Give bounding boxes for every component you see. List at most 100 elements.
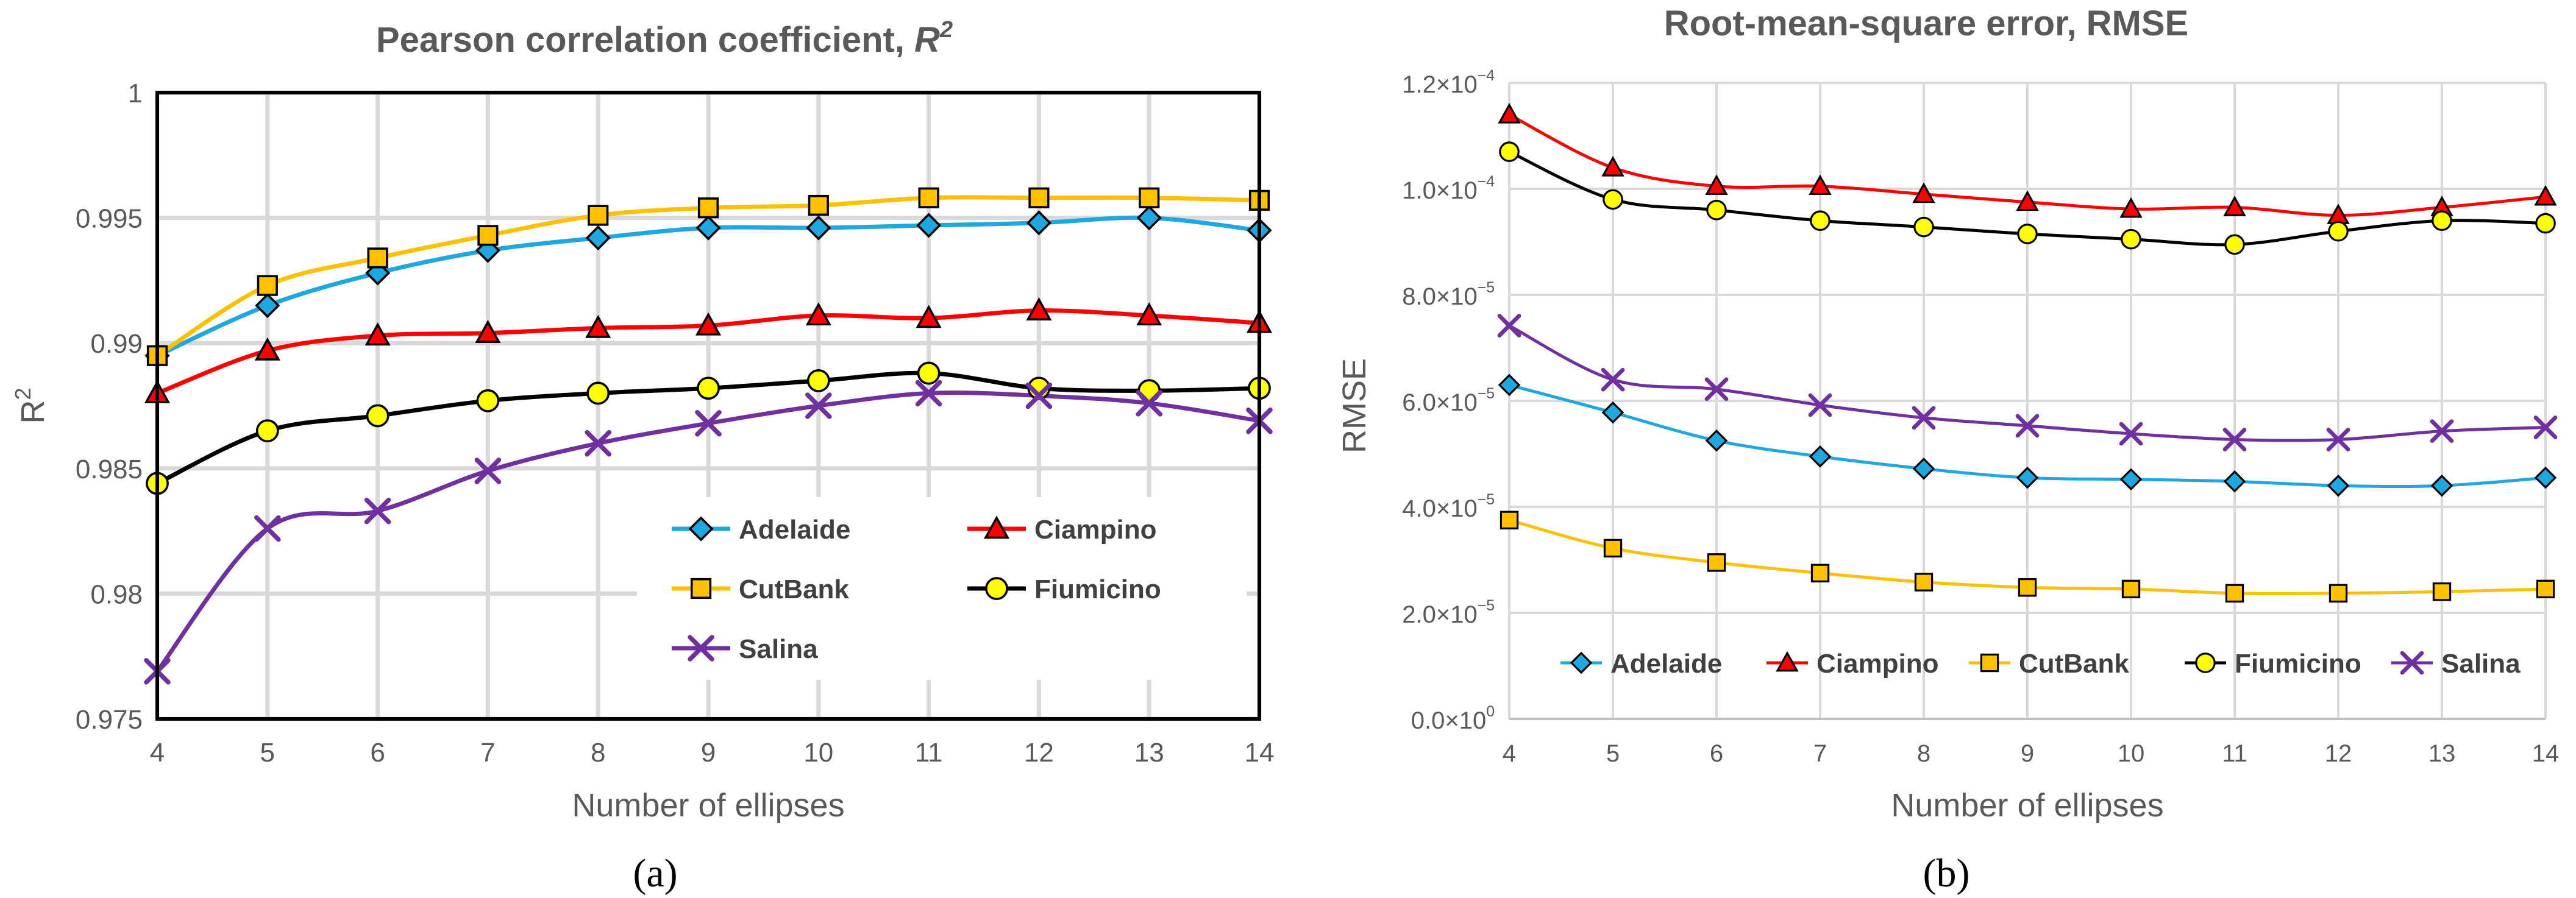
chart-b-point-fiumicino <box>1810 210 1831 231</box>
chart-a-legend: Adelaide Ciampino CutBank Fiumicino Salina <box>637 497 1247 680</box>
chart-a-point-cutbank <box>588 205 609 226</box>
chart-b-point-adelaide <box>2016 466 2039 489</box>
chart-b-point-fiumicino <box>1603 189 1623 210</box>
chart-a-legend-box <box>637 497 1247 680</box>
chart-a-point-adelaide <box>585 225 611 251</box>
chart-a-legend-marker-ciampino <box>983 515 1010 539</box>
chart-a-point-ciampino <box>475 320 501 343</box>
chart-b-point-adelaide <box>2119 468 2143 491</box>
chart-b-point-adelaide <box>2327 474 2350 497</box>
chart-b-y-ticks: 0.0×100 2.0×10−5 4.0×10−5 6.0×10−5 8.0×10−5 1… <box>1402 68 1495 734</box>
chart-a-panel-label: (a) <box>633 851 677 896</box>
chart-a-point-adelaide <box>1136 205 1162 231</box>
chart-a-point-fiumicino <box>255 419 279 443</box>
chart-b-legend-marker-adelaide <box>1570 651 1593 674</box>
chart-b-point-ciampino <box>1498 102 1521 124</box>
chart-a-point-adelaide <box>806 215 831 241</box>
chart-b-xtick-label: 4 <box>1503 740 1516 767</box>
chart-b-title: Root-mean-square error, RMSE <box>1664 4 2189 43</box>
chart-a-xlabel: Number of ellipses <box>572 787 844 824</box>
chart-a-y-ticks: 0.975 0.98 0.985 0.99 0.995 1 <box>76 79 143 735</box>
chart-b-ytick-label: 1.2×10−4 <box>1402 68 1495 98</box>
chart-b-point-fiumicino <box>2432 210 2452 231</box>
chart-b-point-ciampino <box>2534 185 2557 206</box>
chart-a-legend-marker-cutbank <box>690 578 712 599</box>
chart-b-xtick-label: 13 <box>2428 740 2456 767</box>
chart-b-point-adelaide <box>1809 445 1832 468</box>
chart-b-xtick-label: 10 <box>2118 740 2145 767</box>
chart-b-point-adelaide <box>1498 373 1521 397</box>
chart-a-series-line-salina <box>155 391 1260 673</box>
chart-b-point-fiumicino <box>1706 199 1727 221</box>
chart-a-point-salina <box>805 392 832 419</box>
chart-a: Pearson correlation coefficient, R2 0.97… <box>10 17 1274 896</box>
chart-b-point-cutbank <box>2121 579 2141 599</box>
chart-b-point-cutbank <box>1500 511 1519 529</box>
chart-b-legend-label-cutbank: CutBank <box>2019 649 2129 679</box>
chart-a-ytick-label: 1 <box>128 79 143 108</box>
chart-a-point-ciampino <box>916 305 942 328</box>
chart-b-point-cutbank <box>1914 573 1934 592</box>
chart-b-point-salina <box>1808 393 1832 417</box>
chart-a-point-fiumicino <box>806 369 830 392</box>
chart-b-point-salina <box>2533 415 2558 439</box>
chart-a-xtick-label: 4 <box>150 738 165 768</box>
chart-a-point-ciampino <box>1026 297 1052 320</box>
chart-b-ytick-label: 4.0×10−5 <box>1402 492 1495 522</box>
chart-b-panel-label: (b) <box>1923 851 1970 896</box>
chart-b-x-ticks: 4 5 6 7 8 9 10 11 12 13 14 <box>1503 740 2559 767</box>
chart-b-point-fiumicino <box>2017 224 2038 244</box>
chart-a-point-adelaide <box>696 215 721 241</box>
chart-b-ytick-label: 6.0×10−5 <box>1402 386 1495 416</box>
chart-b-point-adelaide <box>1912 458 1935 480</box>
chart-a-title: Pearson correlation coefficient, R2 <box>376 17 953 60</box>
chart-b-point-salina <box>2430 419 2454 443</box>
chart-b-legend-marker-fiumicino <box>2195 652 2216 673</box>
chart-a-legend-label-salina: Salina <box>739 634 818 664</box>
chart-a-point-salina <box>474 458 502 484</box>
chart-a-point-fiumicino <box>586 381 610 405</box>
chart-b-ytick-label: 0.0×100 <box>1411 704 1495 734</box>
chart-a-xtick-label: 10 <box>803 738 833 768</box>
chart-b-xtick-label: 14 <box>2532 740 2560 767</box>
chart-a-ytick-label: 0.99 <box>90 329 143 359</box>
chart-a-point-salina <box>585 430 611 457</box>
chart-b-xtick-label: 12 <box>2325 740 2352 767</box>
chart-b-point-salina <box>2119 422 2143 446</box>
chart-a-point-cutbank <box>367 247 388 269</box>
chart-a-ylabel: R2 <box>10 387 51 423</box>
chart-a-point-salina <box>1025 382 1053 409</box>
chart-b-xtick-label: 6 <box>1710 740 1723 767</box>
chart-a-point-ciampino <box>585 314 611 338</box>
chart-b-point-adelaide <box>2430 474 2453 497</box>
chart-a-xtick-label: 5 <box>260 738 275 768</box>
chart-b-point-fiumicino <box>2121 228 2141 250</box>
chart-b-point-adelaide <box>1705 429 1728 452</box>
chart-a-xtick-label: 12 <box>1024 738 1054 768</box>
chart-b-legend-marker-salina <box>2400 651 2424 675</box>
chart-a-legend-marker-adelaide <box>688 516 714 542</box>
chart-b-point-cutbank <box>2018 578 2037 597</box>
chart-a-point-salina <box>254 515 281 542</box>
chart-a-xtick-label: 9 <box>701 738 716 768</box>
chart-a-point-cutbank <box>697 197 719 219</box>
chart-b-point-salina <box>1601 367 1625 392</box>
chart-a-point-cutbank <box>1139 187 1160 208</box>
chart-b-xtick-label: 7 <box>1813 740 1827 767</box>
chart-a-point-fiumicino <box>697 377 720 400</box>
chart-b-point-ciampino <box>2119 197 2143 218</box>
chart-b-ytick-label: 2.0×10−5 <box>1402 598 1495 628</box>
chart-a-point-salina <box>1136 390 1162 417</box>
chart-a-point-cutbank <box>918 187 939 208</box>
chart-a-legend-label-cutbank: CutBank <box>739 575 849 604</box>
chart-b-point-fiumicino <box>2224 234 2245 255</box>
chart-a-xtick-label: 8 <box>591 738 605 768</box>
chart-b-point-cutbank <box>2432 582 2452 601</box>
chart-a-point-adelaide <box>916 213 942 238</box>
chart-b-xtick-label: 9 <box>2021 740 2034 767</box>
chart-b-point-salina <box>2222 428 2247 451</box>
chart-a-xtick-label: 7 <box>480 738 495 768</box>
chart-b-legend-marker-ciampino <box>1776 651 1799 672</box>
chart-b-legend-label-fiumicino: Fiumicino <box>2235 649 2361 679</box>
chart-a-point-cutbank <box>477 225 499 246</box>
